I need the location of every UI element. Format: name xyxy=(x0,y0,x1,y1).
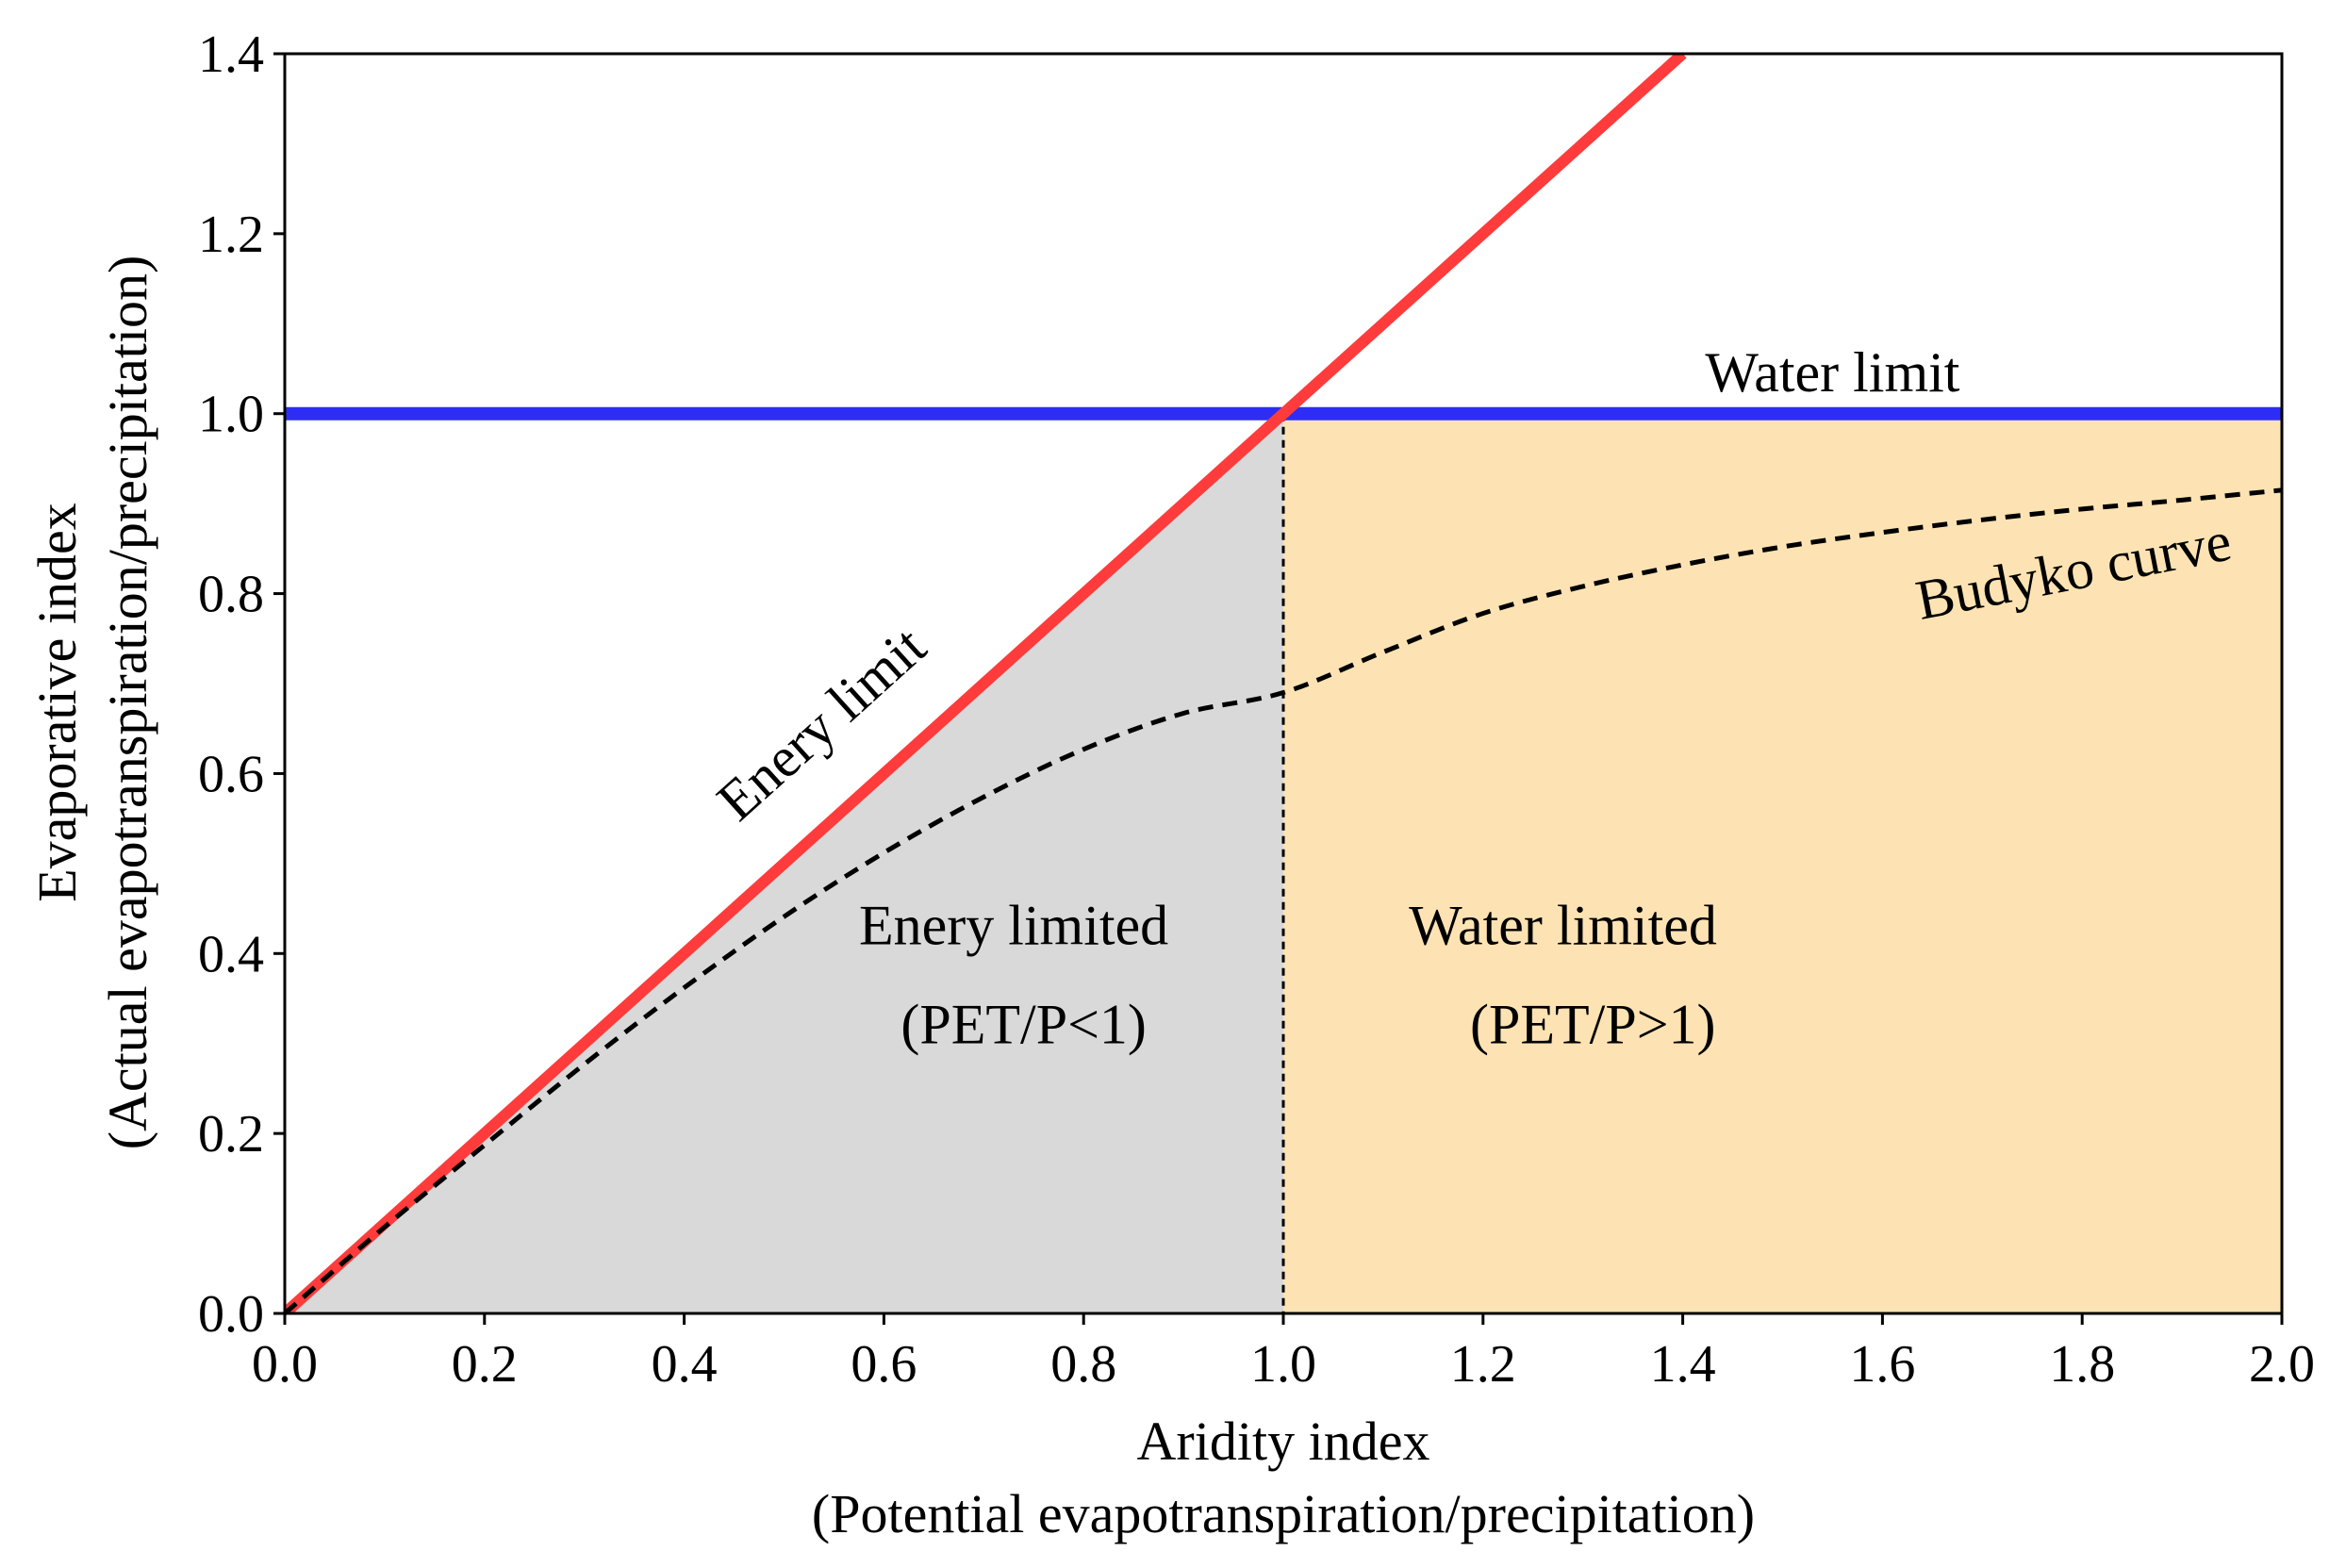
x-tick-label: 0.4 xyxy=(652,1335,718,1394)
y-tick-label: 0.8 xyxy=(198,566,264,624)
y-axis-subtitle: (Actual evapotranspiration/precipitation… xyxy=(97,256,158,1150)
regions-layer xyxy=(285,413,2282,1313)
x-axis-subtitle: (Potential evapotranspiration/precipitat… xyxy=(812,1483,1755,1544)
energy-limit-line xyxy=(285,54,1687,1313)
x-tick-label: 1.6 xyxy=(1849,1335,1915,1394)
energy-limited-condition-label: (PET/P<1) xyxy=(900,994,1147,1056)
water-limited-region-label: Water limited xyxy=(1409,895,1717,957)
x-tick-label: 0.6 xyxy=(851,1335,917,1394)
series-layer xyxy=(283,54,2283,1315)
y-tick-label: 1.0 xyxy=(198,386,264,444)
water-limited-region xyxy=(1283,413,2282,1313)
y-tick-label: 0.0 xyxy=(198,1285,264,1344)
y-tick-label: 0.2 xyxy=(198,1105,264,1164)
y-tick-label: 1.2 xyxy=(198,206,264,264)
x-tick-label: 1.8 xyxy=(2049,1335,2115,1394)
x-tick-label: 0.2 xyxy=(452,1335,518,1394)
y-tick-label: 1.4 xyxy=(198,25,264,84)
x-tick-label: 2.0 xyxy=(2249,1335,2315,1394)
energy-limited-region-label: Enery limited xyxy=(859,895,1168,957)
x-tick-label: 1.0 xyxy=(1250,1335,1316,1394)
y-axis-title: Evaporative index xyxy=(26,503,88,902)
x-tick-label: 0.0 xyxy=(252,1335,318,1394)
water-limited-condition-label: (PET/P>1) xyxy=(1470,994,1716,1056)
x-tick-label: 1.2 xyxy=(1450,1335,1516,1394)
y-tick-label: 0.4 xyxy=(198,925,264,983)
x-tick-label: 1.4 xyxy=(1650,1335,1716,1394)
water-limit-label: Water limit xyxy=(1705,341,1959,404)
ticks-layer: 0.0 0.2 0.4 0.6 0.8 1.0 1.2 1.4 1.6 1.8 2.0 0.0 0.2 0… xyxy=(198,25,2315,1394)
x-tick-label: 0.8 xyxy=(1050,1335,1116,1394)
x-axis-title: Aridity index xyxy=(1137,1411,1430,1472)
y-tick-label: 0.6 xyxy=(198,745,264,803)
budyko-curve-line xyxy=(283,487,2283,1315)
